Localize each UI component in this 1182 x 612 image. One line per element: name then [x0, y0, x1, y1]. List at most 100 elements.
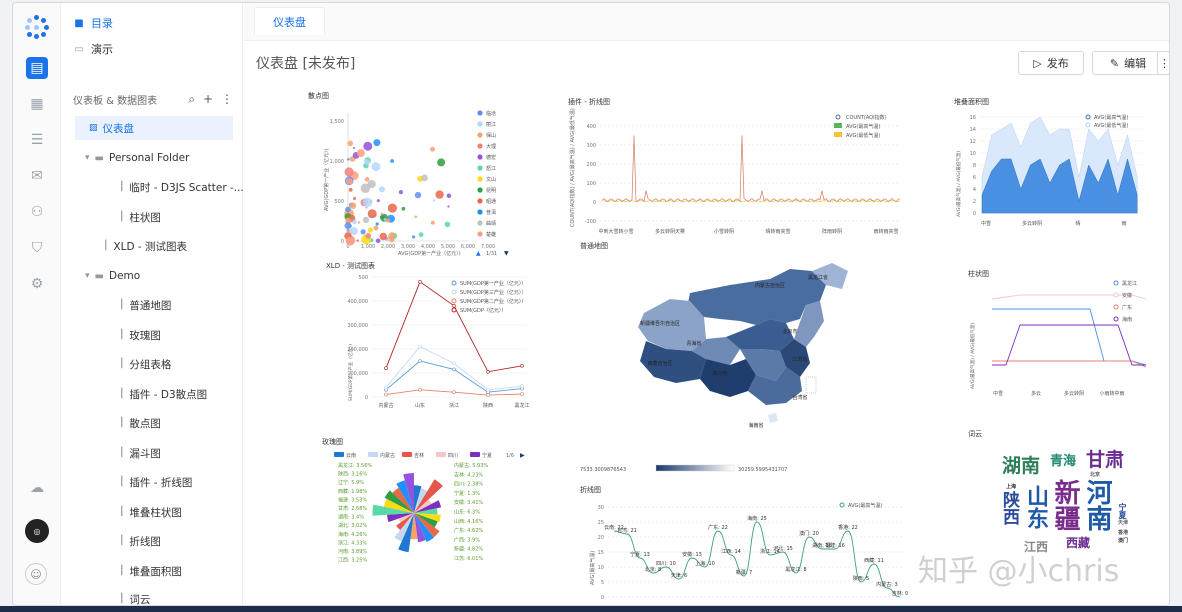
map-region-taiwan[interactable]	[805, 376, 817, 394]
rose-slice[interactable]	[414, 513, 426, 543]
chart-plugin-line[interactable]: 插件 - 折线图 -100 0 100 200 300 400 COUNT(AQI指数) AV…	[568, 97, 914, 241]
rose-slice[interactable]	[414, 513, 440, 538]
list-icon[interactable]: ☰	[30, 132, 44, 148]
scatter-point[interactable]	[345, 206, 351, 213]
scatter-point[interactable]	[435, 190, 444, 199]
map-region[interactable]	[638, 299, 706, 351]
map-region[interactable]	[794, 301, 824, 347]
scatter-point[interactable]	[363, 197, 373, 207]
app-logo-icon[interactable]	[25, 15, 49, 39]
scatter-point[interactable]	[387, 203, 397, 213]
scatter-point[interactable]	[388, 232, 396, 240]
data-point[interactable]	[452, 390, 456, 394]
tree-item-chart[interactable]: ┃ 堆叠柱状图	[119, 500, 182, 524]
caret-down-icon[interactable]: ▾	[85, 271, 90, 281]
scatter-point[interactable]	[346, 228, 350, 232]
rose-slice[interactable]	[414, 485, 422, 513]
scatter-point[interactable]	[437, 158, 446, 167]
scatter-point[interactable]	[352, 219, 357, 225]
scatter-point[interactable]	[379, 186, 385, 193]
search-icon[interactable]: ⌕	[188, 91, 195, 106]
scatter-point[interactable]	[344, 222, 352, 230]
map-region[interactable]	[812, 263, 848, 289]
data-point[interactable]	[418, 359, 422, 363]
data-point[interactable]	[452, 303, 456, 308]
rose-slice[interactable]	[398, 513, 414, 553]
chart-scatter[interactable]: 散点图 0 500 1,000 1,500 0 1,000 2,000 3,000 4,000 5…	[308, 91, 528, 259]
edit-button[interactable]: ✎ 编辑	[1092, 51, 1164, 75]
scatter-point[interactable]	[347, 158, 350, 161]
tree-item-chart[interactable]: ┃ 词云	[119, 587, 150, 606]
scatter-point[interactable]	[383, 218, 387, 221]
scatter-point[interactable]	[365, 233, 372, 239]
scatter-point[interactable]	[430, 146, 435, 152]
tree-item-chart[interactable]: ┃ 散点图	[119, 411, 161, 435]
nav-item-catalog[interactable]: ■ 目录	[73, 12, 113, 34]
scatter-point[interactable]	[446, 193, 452, 199]
map-range-bar[interactable]	[655, 464, 735, 472]
map-region[interactable]	[686, 269, 826, 325]
rose-slice[interactable]	[414, 508, 438, 515]
rose-slice[interactable]	[384, 490, 414, 513]
data-point[interactable]	[520, 384, 524, 388]
map-region[interactable]	[740, 349, 786, 381]
scatter-point[interactable]	[373, 139, 381, 147]
scatter-point[interactable]	[364, 177, 370, 182]
rose-slice[interactable]	[392, 487, 414, 513]
series-line[interactable]	[385, 360, 523, 393]
data-point[interactable]	[486, 370, 490, 374]
scatter-point[interactable]	[411, 235, 416, 239]
rose-slice[interactable]	[414, 479, 443, 513]
legend-pager[interactable]: 1/31	[486, 251, 497, 257]
table-icon[interactable]: ▦	[30, 96, 44, 112]
tree-item-dashboard[interactable]: ▨ 仪表盘	[75, 116, 233, 140]
gear-icon[interactable]: ⚙	[30, 276, 44, 292]
series-line[interactable]	[601, 135, 901, 203]
dashboard-icon[interactable]: ▤	[26, 57, 48, 79]
rose-slice[interactable]	[398, 513, 415, 523]
scatter-point[interactable]	[349, 202, 357, 209]
scatter-point[interactable]	[356, 149, 365, 158]
more-icon[interactable]: ⋮	[221, 91, 233, 106]
rose-slice[interactable]	[396, 513, 414, 530]
scatter-point[interactable]	[349, 227, 358, 235]
scatter-point[interactable]	[353, 146, 355, 149]
scatter-point[interactable]	[390, 159, 394, 163]
scatter-point[interactable]	[375, 238, 381, 243]
scatter-point[interactable]	[447, 205, 450, 208]
data-point[interactable]	[452, 367, 456, 372]
chart-map[interactable]: 普通地图 内蒙古	[580, 241, 910, 477]
map-region[interactable]	[726, 319, 794, 351]
legend-pager[interactable]: 1/6	[506, 453, 514, 459]
tree-folder-personal[interactable]: ▾ ▬ Personal Folder	[85, 146, 189, 170]
tree-item-chart[interactable]: ┃ 玫瑰图	[119, 323, 161, 347]
user-icon[interactable]: ☺	[25, 563, 47, 585]
caret-down-icon[interactable]: ▾	[85, 153, 90, 163]
scatter-point[interactable]	[375, 222, 379, 226]
users-icon[interactable]: ⚇	[30, 204, 44, 220]
scatter-point[interactable]	[345, 236, 355, 246]
chart-rose[interactable]: 玫瑰图 云南 内蒙古 吉林 四川 宁夏 黑龙江: 3.56% 陕西: 3.16% 辽宁: 5.…	[322, 437, 528, 573]
scatter-point[interactable]	[371, 162, 381, 172]
chart-wordcloud[interactable]: 词云 湖南 青海 甘肃 陕西 山东 新疆 河南 江西 上海 宁夏 西藏 天津 澳…	[968, 429, 1158, 569]
scatter-point[interactable]	[376, 199, 380, 203]
series-line[interactable]	[613, 521, 901, 598]
map-region[interactable]	[748, 367, 802, 405]
cloud-upload-icon[interactable]: ☁	[30, 480, 44, 496]
more-button[interactable]: ⋮	[1157, 51, 1169, 75]
data-point[interactable]	[384, 366, 388, 370]
data-point[interactable]	[384, 392, 388, 397]
tree-item-chart[interactable]: ┃ 堆叠面积图	[119, 559, 182, 583]
data-point[interactable]	[520, 392, 524, 396]
map-region[interactable]	[780, 339, 810, 377]
rose-slice[interactable]	[414, 499, 432, 513]
scatter-point[interactable]	[345, 178, 353, 185]
scatter-point[interactable]	[356, 239, 359, 242]
tab-dashboard[interactable]: 仪表盘	[254, 7, 325, 35]
rose-slice[interactable]	[396, 480, 414, 513]
scatter-point[interactable]	[380, 212, 384, 216]
scatter-point[interactable]	[362, 216, 370, 224]
map-region-hainan[interactable]	[768, 413, 778, 423]
scatter-point[interactable]	[347, 140, 353, 147]
tree-item-chart[interactable]: ┃ 插件 - 折线图	[119, 470, 192, 494]
